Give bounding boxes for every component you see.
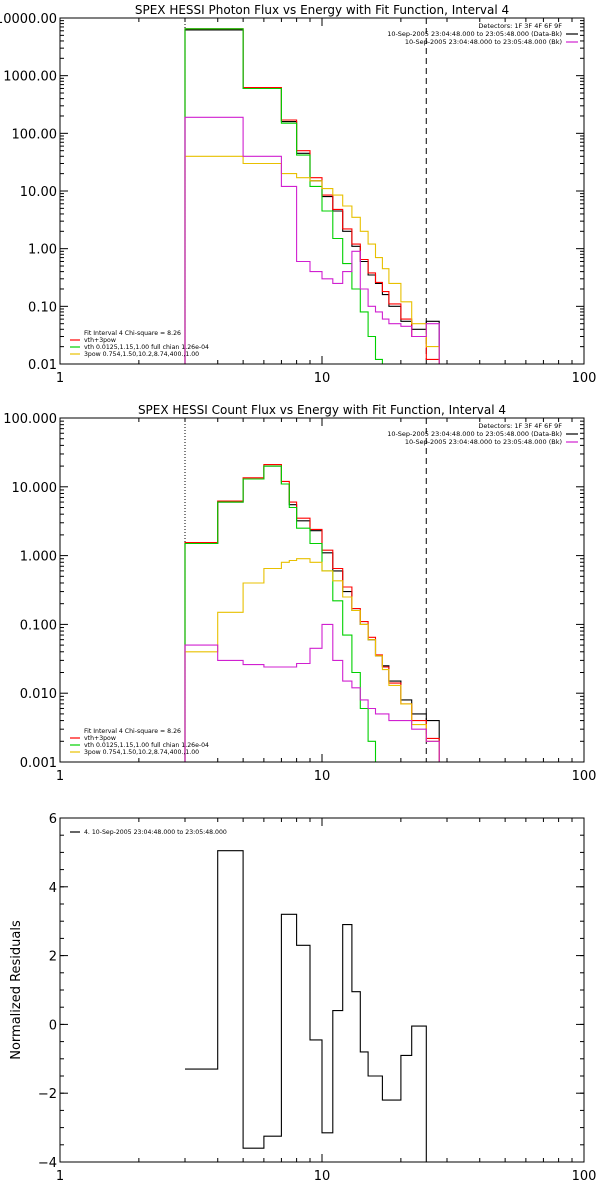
legend-label: Fit Interval 4 Chi-square = 8.26 <box>84 728 181 735</box>
series-line-vth <box>184 465 377 762</box>
series-group <box>184 464 440 762</box>
series-line-vth <box>184 28 383 364</box>
y-tick-label: 1000.00 <box>3 70 57 85</box>
x-tick-label: 10 <box>314 371 331 386</box>
y-tick-label: 2 <box>49 950 57 965</box>
y-tick-label: 6 <box>49 812 57 827</box>
x-tick-label: 10 <box>314 1169 331 1184</box>
info-text: 10-Sep-2005 23:04:48.000 to 23:05:48.000… <box>405 438 562 446</box>
series-group <box>184 28 440 364</box>
x-axis: 1 10 100 <box>56 818 597 1184</box>
y-tick-label: 0.001 <box>20 756 57 771</box>
series-line-residuals <box>185 850 427 1162</box>
series-group <box>185 850 427 1162</box>
y-tick-label: 0.100 <box>20 618 57 633</box>
series-line-bk <box>184 623 440 762</box>
chart-panel-3: Normalized Residuals 1 10 100 −4 −2 0 2 4 6 4. 10-… <box>9 812 596 1184</box>
x-tick-label: 1 <box>56 1169 64 1184</box>
y-tick-label: −2 <box>38 1087 57 1102</box>
y-tick-label: 1.00 <box>28 243 57 258</box>
x-tick-label: 10 <box>314 769 331 784</box>
y-tick-label: 10000.00 <box>0 12 57 27</box>
y-tick-label: 10.00 <box>20 185 57 200</box>
series-line-bk <box>184 116 440 364</box>
x-tick-label: 1 <box>56 769 64 784</box>
x-tick-label: 100 <box>572 769 597 784</box>
x-tick-label: 1 <box>56 371 64 386</box>
y-tick-label: 0.010 <box>20 687 57 702</box>
y-tick-label: 0 <box>49 1018 57 1033</box>
y-tick-label: 4 <box>49 881 57 896</box>
y-tick-label: 0.01 <box>28 358 57 373</box>
y-tick-label: 100.00 <box>12 127 58 142</box>
y-axis: 0.01 0.10 1.00 10.00 100.00 1000.00 10000.00 <box>0 12 584 373</box>
legend-label: 3pow 0.754,1.50,10.2,8.74,400.,1.00 <box>84 749 199 756</box>
x-axis: 1 10 100 <box>56 18 597 386</box>
y-tick-label: −4 <box>38 1156 57 1171</box>
y-tick-label: 1.000 <box>20 550 57 565</box>
legend-label: vth 0.0125,1.15,1.00 full chian 1.26e-04 <box>84 742 209 749</box>
chart-panel-2: SPEX HESSI Count Flux vs Energy with Fit… <box>3 403 596 784</box>
info-text: 10-Sep-2005 23:04:48.000 to 23:05:48.000… <box>387 30 562 38</box>
x-tick-label: 100 <box>572 371 597 386</box>
series-line-3pow <box>184 558 440 762</box>
plot-frame <box>59 817 585 1163</box>
y-tick-label: 10.000 <box>12 481 58 496</box>
plot-frame <box>59 17 585 365</box>
y-axis-label: Normalized Residuals <box>9 920 24 1060</box>
legend-label: vth 0.0125,1.15,1.00 full chian 1.26e-04 <box>84 344 209 351</box>
info-text: Detectors: 1F 3F 4F 6F 9F <box>478 22 562 30</box>
x-tick-label: 100 <box>572 1169 597 1184</box>
chart-panel-1: SPEX HESSI Photon Flux vs Energy with Fi… <box>0 3 596 386</box>
chart-title: SPEX HESSI Count Flux vs Energy with Fit… <box>138 403 506 417</box>
legend-label: 4. 10-Sep-2005 23:04:48.000 to 23:05:48.… <box>84 829 227 836</box>
y-tick-label: 0.10 <box>28 300 57 315</box>
legend-label: Fit Interval 4 Chi-square = 8.26 <box>84 330 181 337</box>
chart-title: SPEX HESSI Photon Flux vs Energy with Fi… <box>135 3 509 17</box>
x-axis: 1 10 100 <box>56 418 597 784</box>
info-text: 10-Sep-2005 23:04:48.000 to 23:05:48.000… <box>405 38 562 46</box>
info-text: Detectors: 1F 3F 4F 6F 9F <box>478 422 562 430</box>
legend-label: vth+3pow <box>84 337 116 344</box>
plot-frame <box>59 417 585 763</box>
y-tick-label: 100.000 <box>3 412 57 427</box>
legend-label: vth+3pow <box>84 735 116 742</box>
info-text: 10-Sep-2005 23:04:48.000 to 23:05:48.000… <box>387 430 562 438</box>
legend-label: 3pow 0.754,1.50,10.2,8.74,400.,1.00 <box>84 351 199 358</box>
